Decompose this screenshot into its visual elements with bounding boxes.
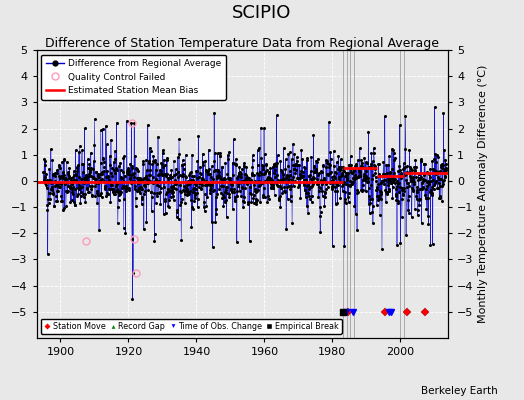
Legend: Station Move, Record Gap, Time of Obs. Change, Empirical Break: Station Move, Record Gap, Time of Obs. C…: [41, 318, 342, 334]
Text: Berkeley Earth: Berkeley Earth: [421, 386, 498, 396]
Y-axis label: Monthly Temperature Anomaly Difference (°C): Monthly Temperature Anomaly Difference (…: [478, 65, 488, 323]
Text: SCIPIO: SCIPIO: [232, 4, 292, 22]
Title: Difference of Station Temperature Data from Regional Average: Difference of Station Temperature Data f…: [46, 37, 439, 50]
